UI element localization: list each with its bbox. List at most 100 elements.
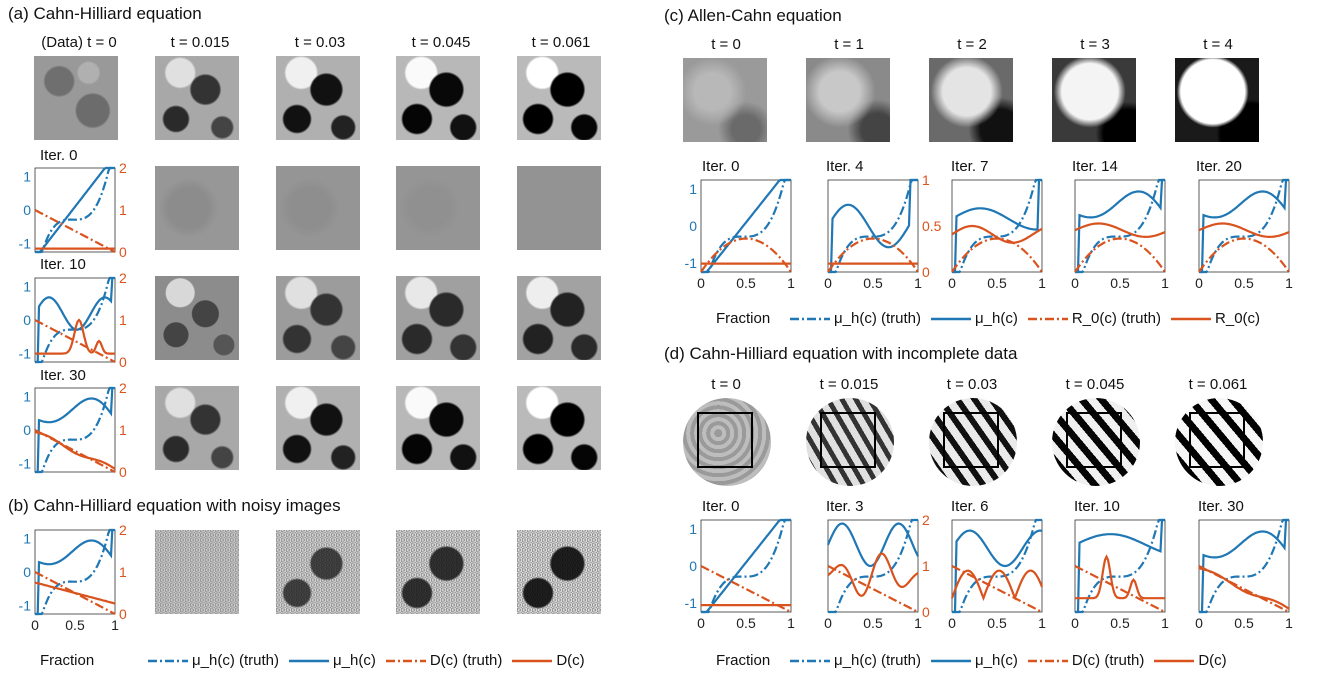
x-tick-label: 0.5: [987, 615, 1007, 631]
d-time-label-0: t = 0: [711, 376, 741, 393]
c-legend-label-0: μ_h(c) (truth): [834, 310, 921, 327]
x-tick-label: 0.5: [65, 617, 85, 633]
mu-truth-line: [1075, 178, 1165, 274]
mu-truth-line: [1199, 178, 1289, 274]
d-image-t0: [683, 398, 771, 486]
D-truth-line: [1074, 565, 1166, 613]
x-tick-label: 1: [1161, 615, 1169, 631]
right-tick-label: 1: [119, 202, 127, 218]
a-image-data-t3: [396, 56, 480, 140]
mu-line: [35, 528, 115, 616]
x-tick-label: 1: [1285, 615, 1293, 631]
c-legend-label-1: μ_h(c): [975, 310, 1018, 327]
a-image-data-t1: [155, 56, 239, 140]
x-tick-label: 0: [697, 615, 705, 631]
mu-truth-line: [828, 178, 918, 274]
a-time-label-3: t = 0.045: [411, 34, 471, 51]
x-tick-label: 1: [111, 617, 119, 633]
b-legend-D-truth: D(c) (truth): [385, 652, 502, 669]
d-image-t3-box: [1066, 412, 1122, 468]
right-tick-label: 0: [119, 464, 127, 480]
D-truth-line: [34, 209, 116, 253]
right-tick-label: 0: [922, 604, 930, 620]
mu-line: [1199, 518, 1289, 614]
c-legend-R-truth: R_0(c) (truth): [1027, 310, 1162, 327]
d-iter-label-2: Iter. 6: [951, 498, 989, 515]
c-iter-label-2: Iter. 7: [951, 158, 989, 175]
d-image-t0-box: [697, 412, 753, 468]
R-line: [1198, 222, 1290, 239]
x-tick-label: 0.5: [736, 275, 756, 291]
c-image-t1: [806, 58, 890, 142]
a-image-iter0-t1: [155, 166, 239, 250]
b-xlabel: Fraction: [40, 652, 95, 669]
d-iter-label-3: Iter. 10: [1074, 498, 1120, 515]
a-image-iter0-t2: [276, 166, 360, 250]
right-tick-label: 0.5: [922, 218, 942, 234]
d-image-t1-box: [820, 412, 876, 468]
left-tick-label: 1: [23, 388, 31, 404]
mu-line: [701, 178, 791, 274]
b-image-noisy-t1: [155, 530, 239, 614]
x-tick-label: 0: [1071, 275, 1079, 291]
c-time-label-3: t = 3: [1080, 36, 1110, 53]
c-image-t0: [683, 58, 767, 142]
c-legend-mu-truth: μ_h(c) (truth): [790, 310, 921, 327]
left-tick-label: -1: [685, 255, 698, 271]
mu-line: [1199, 178, 1289, 274]
c-time-label-4: t = 4: [1203, 36, 1233, 53]
x-tick-label: 0: [1071, 615, 1079, 631]
c-time-label-1: t = 1: [834, 36, 864, 53]
d-time-label-1: t = 0.015: [819, 376, 879, 393]
x-tick-label: 0.5: [1234, 615, 1254, 631]
left-tick-label: 1: [689, 521, 697, 537]
d-legend-label-3: D(c): [1198, 652, 1227, 669]
mu-line: [826, 522, 919, 568]
x-tick-label: 1: [914, 275, 922, 291]
x-tick-label: 0.5: [987, 275, 1007, 291]
d-image-t4: [1175, 398, 1263, 486]
d-time-label-3: t = 0.045: [1065, 376, 1125, 393]
x-tick-label: 1: [787, 615, 795, 631]
left-tick-label: 1: [23, 530, 31, 546]
d-legend: μ_h(c) (truth) μ_h(c) D(c) (truth) D(c): [790, 652, 1237, 669]
left-tick-label: -1: [19, 456, 32, 472]
a-image-iter10-t1: [155, 276, 239, 360]
D-truth-line: [34, 571, 116, 615]
mu-truth-line: [828, 518, 918, 614]
b-image-noisy-t2: [276, 530, 360, 614]
c-legend-label-2: R_0(c) (truth): [1071, 310, 1162, 327]
mu-truth-line: [35, 386, 115, 474]
mu-truth-line: [952, 518, 1042, 614]
c-time-label-0: t = 0: [711, 36, 741, 53]
left-tick-label: -1: [19, 598, 32, 614]
x-tick-label: 0: [697, 275, 705, 291]
c-time-label-2: t = 2: [957, 36, 987, 53]
a-image-iter0-t4: [517, 166, 601, 250]
mu-truth-line: [1075, 518, 1165, 614]
right-tick-label: 0: [119, 606, 127, 622]
d-image-t2: [929, 398, 1017, 486]
D-line: [827, 552, 919, 597]
d-image-t3: [1052, 398, 1140, 486]
d-legend-mu-truth: μ_h(c) (truth): [790, 652, 921, 669]
x-tick-label: 0.5: [1110, 615, 1130, 631]
b-legend-label-0: μ_h(c) (truth): [192, 652, 279, 669]
d-plot-iter-6: 0 0.5 1: [948, 518, 1046, 631]
d-legend-label-2: D(c) (truth): [1071, 652, 1145, 669]
c-legend-label-3: R_0(c): [1215, 310, 1261, 327]
x-tick-label: 0: [824, 275, 832, 291]
a-image-iter10-t4: [517, 276, 601, 360]
a-time-label-2: t = 0.03: [294, 34, 346, 51]
b-legend-D: D(c): [512, 652, 585, 669]
right-tick-label: 2: [119, 160, 127, 176]
b-legend-mu: μ_h(c): [289, 652, 376, 669]
b-legend-label-3: D(c): [556, 652, 585, 669]
a-image-iter30-t4: [517, 386, 601, 470]
d-plot-iter-10: 0 0.5 1: [1071, 518, 1169, 631]
R-truth-line: [951, 237, 1043, 273]
R-truth-line: [827, 237, 919, 273]
c-iter-label-4: Iter. 20: [1196, 158, 1242, 175]
mu-line: [701, 518, 791, 614]
